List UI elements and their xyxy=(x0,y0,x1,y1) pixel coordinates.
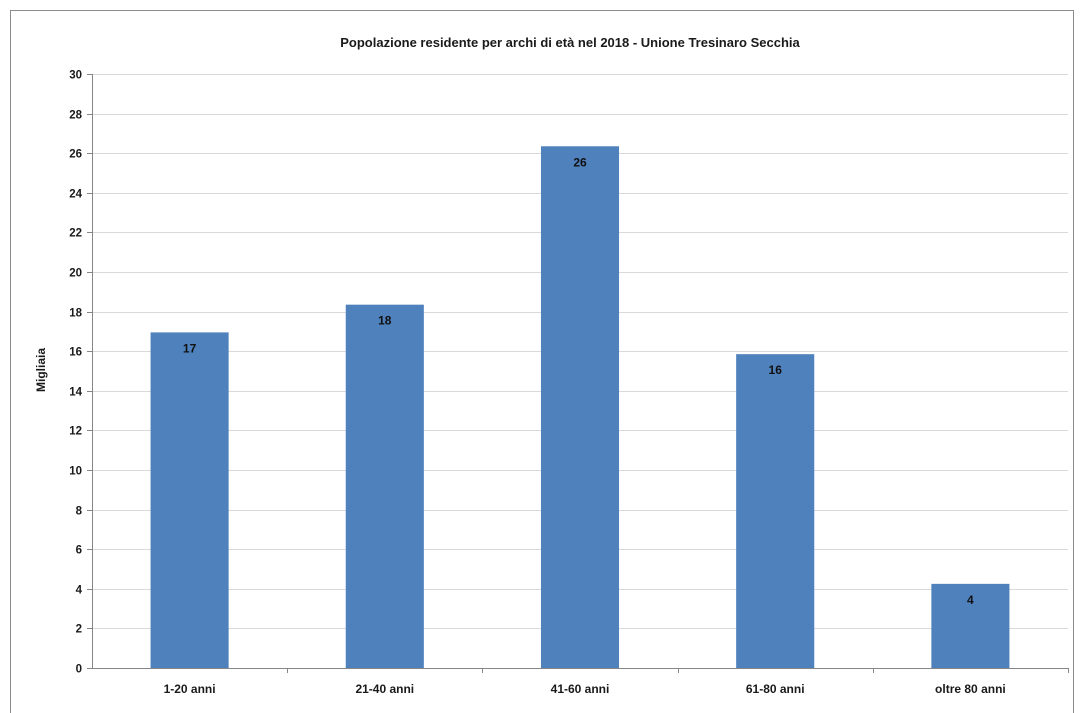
y-tick-label: 22 xyxy=(69,228,82,240)
y-tick-label: 4 xyxy=(76,585,83,597)
y-tick-label: 14 xyxy=(69,387,82,399)
y-tick-label: 24 xyxy=(69,189,82,201)
bar xyxy=(345,304,424,668)
x-tick-label: 61-80 anni xyxy=(746,682,805,696)
bar xyxy=(540,146,620,668)
y-tick-label: 10 xyxy=(69,466,82,478)
x-tick-label: 21-40 anni xyxy=(355,682,414,696)
data-label: 26 xyxy=(573,155,587,169)
x-tick-label: 1-20 anni xyxy=(164,682,216,696)
data-label: 16 xyxy=(769,363,783,377)
bars xyxy=(150,146,1010,668)
bar xyxy=(736,354,815,668)
y-tick-label: 20 xyxy=(69,268,82,280)
y-tick-label: 6 xyxy=(76,545,82,557)
y-tick-label: 0 xyxy=(76,664,82,676)
y-tick-label: 16 xyxy=(69,347,82,359)
y-tick-label: 18 xyxy=(69,308,82,320)
y-tick-label: 8 xyxy=(76,506,83,518)
x-tick-label: oltre 80 anni xyxy=(935,682,1006,696)
y-tick-label: 28 xyxy=(69,110,82,122)
bar xyxy=(150,332,229,668)
y-axis-label: Migliaia xyxy=(34,348,48,392)
data-label: 18 xyxy=(378,314,392,328)
y-tick-label: 2 xyxy=(76,624,82,636)
y-tick-label: 12 xyxy=(69,426,82,438)
y-tick-label: 26 xyxy=(69,149,82,161)
axes xyxy=(87,74,1069,673)
x-tick-label: 41-60 anni xyxy=(551,682,610,696)
y-tick-label: 30 xyxy=(69,70,82,82)
chart-title: Popolazione residente per archi di età n… xyxy=(340,35,800,50)
bar xyxy=(931,583,1010,668)
data-label: 17 xyxy=(183,341,197,355)
data-label: 4 xyxy=(967,593,974,607)
